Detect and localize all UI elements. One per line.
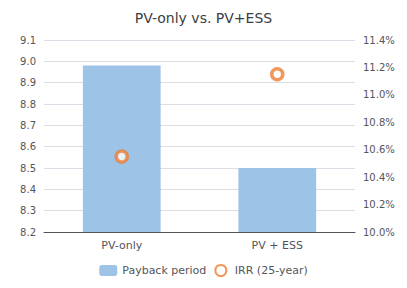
svg-text:9.0: 9.0 (20, 56, 36, 67)
svg-text:8.2: 8.2 (20, 227, 36, 238)
svg-text:9.1: 9.1 (20, 35, 36, 46)
svg-text:PV + ESS: PV + ESS (252, 239, 303, 252)
svg-text:8.5: 8.5 (20, 163, 36, 174)
svg-text:10.6%: 10.6% (363, 144, 395, 155)
svg-text:PV-only vs. PV+ESS: PV-only vs. PV+ESS (135, 10, 273, 26)
svg-text:Payback period: Payback period (122, 264, 206, 277)
svg-text:10.4%: 10.4% (363, 172, 395, 183)
svg-text:11.0%: 11.0% (363, 89, 395, 100)
svg-text:PV-only: PV-only (101, 239, 142, 252)
svg-text:11.4%: 11.4% (363, 35, 395, 46)
svg-text:10.0%: 10.0% (363, 227, 395, 238)
svg-text:8.3: 8.3 (20, 205, 36, 216)
svg-text:8.6: 8.6 (20, 141, 36, 152)
svg-text:8.7: 8.7 (20, 120, 36, 131)
svg-text:10.8%: 10.8% (363, 117, 395, 128)
svg-text:8.8: 8.8 (20, 99, 36, 110)
svg-text:10.2%: 10.2% (363, 199, 395, 210)
svg-text:8.9: 8.9 (20, 77, 36, 88)
svg-text:8.4: 8.4 (20, 184, 36, 195)
svg-text:11.2%: 11.2% (363, 62, 395, 73)
svg-text:IRR (25-year): IRR (25-year) (235, 264, 308, 277)
